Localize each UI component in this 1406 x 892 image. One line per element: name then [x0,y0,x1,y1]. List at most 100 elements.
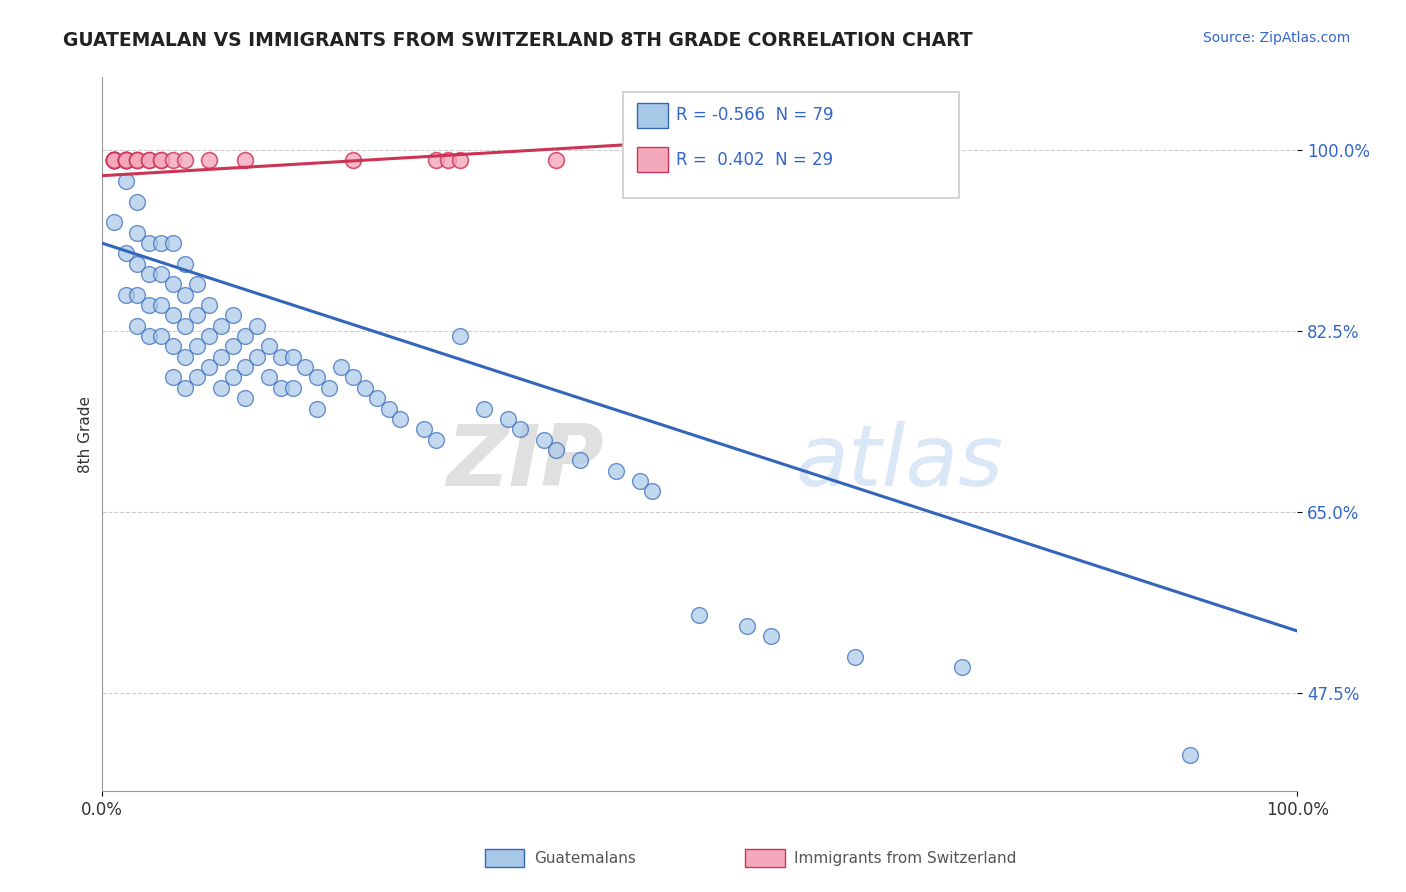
Point [114,153,136,168]
Point [222,370,245,384]
Point [544,442,567,457]
Point [114,287,136,301]
Point [103,153,125,168]
Point [353,381,375,395]
Point [150,329,173,343]
Point [114,246,136,260]
Point [270,350,292,364]
Point [246,350,269,364]
Point [162,370,184,384]
Point [246,318,269,333]
Point [496,412,519,426]
Text: GUATEMALAN VS IMMIGRANTS FROM SWITZERLAND 8TH GRADE CORRELATION CHART: GUATEMALAN VS IMMIGRANTS FROM SWITZERLAN… [63,31,973,50]
Point [150,153,173,168]
Point [844,649,866,664]
Point [305,370,328,384]
Point [138,153,160,168]
Point [114,153,136,168]
Point [186,277,208,292]
Point [138,329,160,343]
Point [342,370,364,384]
Point [127,153,149,168]
Point [162,153,184,168]
Point [198,360,221,375]
Point [138,298,160,312]
Point [533,433,555,447]
Point [257,339,280,353]
Point [281,350,304,364]
Point [103,215,125,229]
Text: Immigrants from Switzerland: Immigrants from Switzerland [794,851,1017,865]
Y-axis label: 8th Grade: 8th Grade [79,396,93,473]
Point [103,153,125,168]
Point [186,339,208,353]
Point [329,360,352,375]
Point [174,153,197,168]
Point [162,277,184,292]
Point [413,422,436,436]
Point [640,484,662,499]
Point [198,298,221,312]
Point [150,235,173,250]
Point [544,153,567,168]
Point [222,309,245,323]
Point [150,267,173,281]
Point [305,401,328,416]
Point [1178,748,1201,763]
Text: Source: ZipAtlas.com: Source: ZipAtlas.com [1202,31,1350,45]
Point [257,370,280,384]
Point [114,153,136,168]
Point [952,660,974,674]
Point [233,391,256,405]
Point [198,153,221,168]
Point [114,174,136,188]
Point [342,153,364,168]
Point [270,381,292,395]
Point [138,235,160,250]
Text: R = -0.566  N = 79: R = -0.566 N = 79 [676,106,834,124]
Point [568,453,591,467]
Point [127,226,149,240]
Text: Guatemalans: Guatemalans [534,851,636,865]
Point [174,350,197,364]
Point [233,153,256,168]
Point [174,381,197,395]
Point [449,153,471,168]
Point [127,318,149,333]
Point [425,153,447,168]
Point [103,153,125,168]
Point [127,194,149,209]
Point [114,153,136,168]
Point [127,257,149,271]
Point [472,401,495,416]
Point [449,329,471,343]
Point [150,153,173,168]
Point [366,391,388,405]
Point [209,350,232,364]
Point [103,153,125,168]
Point [294,360,316,375]
Point [162,309,184,323]
Point [150,298,173,312]
Point [759,629,782,643]
Point [509,422,531,436]
Point [186,309,208,323]
Point [318,381,340,395]
Point [162,339,184,353]
Point [127,153,149,168]
Point [162,235,184,250]
Point [114,153,136,168]
Point [114,153,136,168]
Text: atlas: atlas [794,421,1002,504]
Point [233,360,256,375]
Point [103,153,125,168]
Point [138,153,160,168]
Point [735,619,758,633]
Point [103,153,125,168]
Point [233,329,256,343]
Point [281,381,304,395]
Text: ZIP: ZIP [446,421,603,504]
Point [209,318,232,333]
Point [425,433,447,447]
Point [437,153,460,168]
